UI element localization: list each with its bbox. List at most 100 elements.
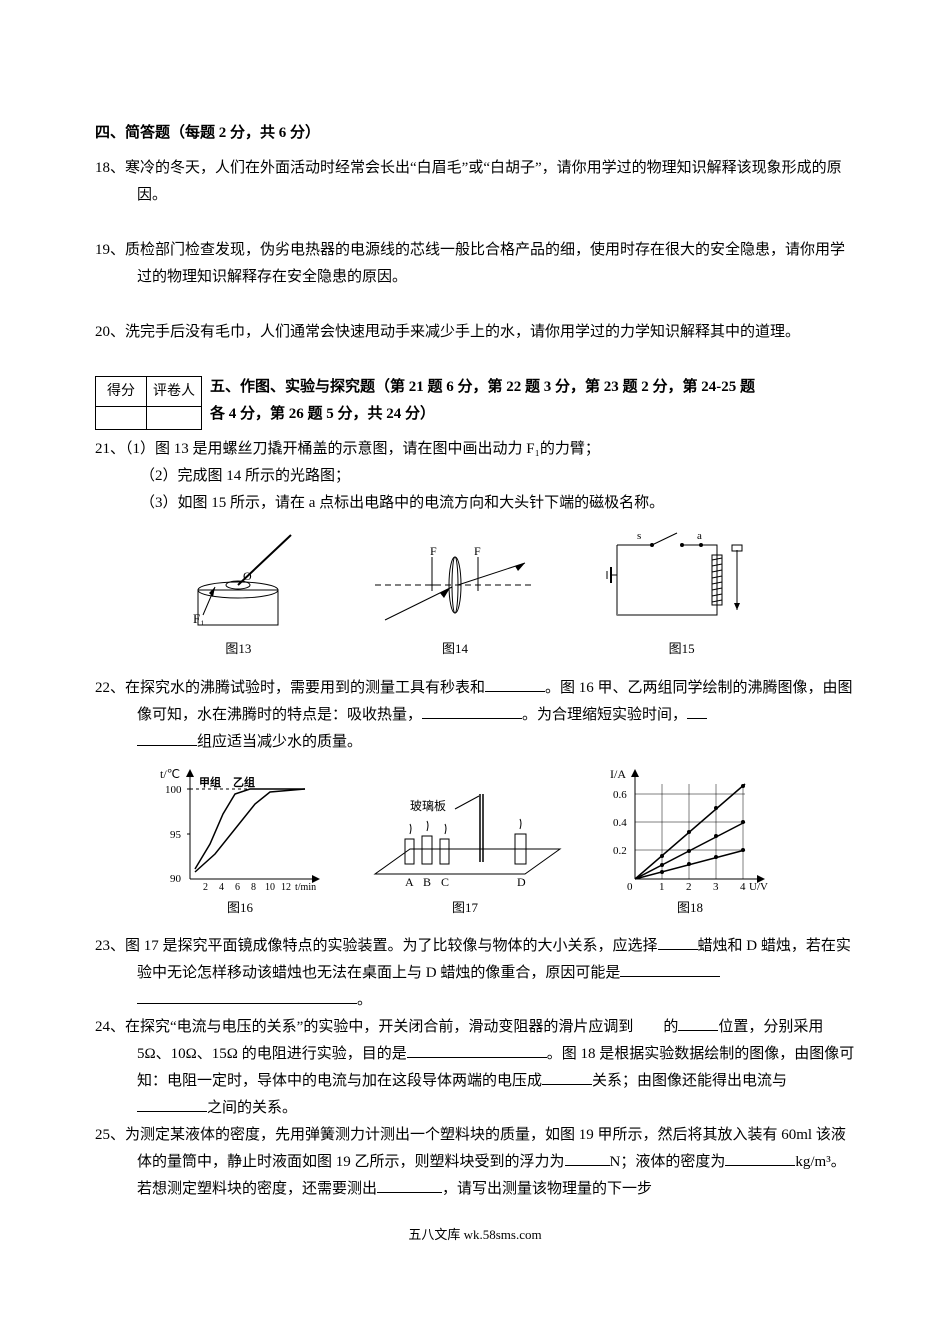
q25-t2: N；液体的密度为 (610, 1154, 726, 1170)
q22-t4: 组应适当减少水的质量。 (197, 734, 362, 750)
q24-t1b: 的 (663, 1019, 678, 1035)
q21-p2: （2）完成图 14 所示的光路图； (95, 463, 855, 490)
fig16-yt0: 100 (165, 784, 182, 796)
q21-p1: 21、（1）图 13 是用螺丝刀撬开桶盖的示意图，请在图中画出动力 F₁的力臂； (95, 436, 855, 463)
q24-t5: 之间的关系。 (207, 1100, 297, 1116)
fig16-label-left: 甲组 (199, 775, 221, 789)
blank (565, 1150, 610, 1166)
fig13-o-label: O (243, 569, 252, 583)
fig16-svg: t/℃ 100 95 90 2 4 6 8 10 12 (155, 764, 325, 894)
q22-t3: 。为合理缩短实验时间， (522, 707, 687, 723)
q22-figures: t/℃ 100 95 90 2 4 6 8 10 12 (135, 764, 795, 919)
blank (687, 703, 707, 719)
svg-text:2: 2 (203, 882, 208, 893)
q24-t1: 24、在探究“电流与电压的关系”的实验中，开关闭合前，滑动变阻器的滑片应调到 (95, 1019, 633, 1035)
fig17-glass: 玻璃板 (410, 799, 446, 813)
blank (137, 730, 197, 746)
blank (422, 703, 522, 719)
q20: 20、洗完手后没有毛巾，人们通常会快速甩动手来减少手上的水，请你用学过的力学知识… (95, 319, 855, 346)
fig18-caption: 图18 (605, 896, 775, 919)
fig15-svg: s (597, 525, 767, 635)
svg-text:0.4: 0.4 (613, 817, 627, 829)
q24-text: 24、在探究“电流与电压的关系”的实验中，开关闭合前，滑动变阻器的滑片应调到 的… (95, 1014, 855, 1122)
score-table: 得分 评卷人 (95, 376, 202, 430)
fig15-a-label: a (697, 530, 702, 542)
svg-text:12: 12 (281, 882, 291, 893)
blank (678, 1015, 718, 1031)
svg-text:C: C (441, 875, 449, 889)
score-header-left: 得分 (96, 377, 147, 407)
figure-17: 玻璃板 A B C D (365, 764, 565, 919)
figure-18: I/A 0.6 0.4 0.2 0 (605, 764, 775, 919)
fig18-svg: I/A 0.6 0.4 0.2 0 (605, 764, 775, 894)
svg-text:A: A (405, 875, 414, 889)
blank (407, 1042, 547, 1058)
svg-text:0: 0 (627, 881, 633, 893)
q24: 24、在探究“电流与电压的关系”的实验中，开关闭合前，滑动变阻器的滑片应调到 的… (95, 1014, 855, 1122)
figure-15: s (597, 525, 767, 660)
q22-text: 22、在探究水的沸腾试验时，需要用到的测量工具有秒表和。图 16 甲、乙两组同学… (95, 675, 855, 729)
svg-text:1: 1 (659, 881, 665, 893)
score-header-right: 评卷人 (147, 377, 202, 407)
section5-title-line1: 五、作图、实验与探究题（第 21 题 6 分，第 22 题 3 分，第 23 题… (95, 374, 855, 401)
fig13-f1-label: F₁ (193, 611, 205, 626)
fig13-caption: 图13 (163, 637, 313, 660)
fig14-f-left: F (430, 544, 437, 558)
q22-cont: 组应适当减少水的质量。 (95, 729, 855, 756)
blank (137, 1096, 207, 1112)
q23: 23、图 17 是探究平面镜成像特点的实验装置。为了比较像与物体的大小关系，应选… (95, 933, 855, 1014)
svg-text:4: 4 (740, 881, 746, 893)
fig17-caption: 图17 (365, 896, 565, 919)
q22: 22、在探究水的沸腾试验时，需要用到的测量工具有秒表和。图 16 甲、乙两组同学… (95, 675, 855, 919)
score-cell (96, 407, 147, 430)
fig15-s-label: s (637, 530, 641, 542)
fig16-yt1: 95 (170, 829, 182, 841)
figure-16: t/℃ 100 95 90 2 4 6 8 10 12 (155, 764, 325, 919)
fig16-yt2: 90 (170, 873, 182, 885)
figure-13: F₁ O 图13 (163, 525, 313, 660)
fig16-xunit: t/min (295, 882, 316, 893)
fig14-f-right: F (474, 544, 481, 558)
q25: 25、为测定某液体的密度，先用弹簧测力计测出一个塑料块的质量，如图 19 甲所示… (95, 1122, 855, 1203)
svg-text:10: 10 (265, 882, 275, 893)
blank (485, 676, 545, 692)
fig14-caption: 图14 (370, 637, 540, 660)
q21-p3: （3）如图 15 所示，请在 a 点标出电路中的电流方向和大头针下端的磁极名称。 (95, 490, 855, 517)
q21-figures: F₁ O 图13 F F (135, 525, 795, 660)
svg-text:3: 3 (713, 881, 719, 893)
blank (377, 1177, 442, 1193)
blank (725, 1150, 795, 1166)
fig18-xunit: U/V (749, 881, 768, 893)
svg-text:B: B (423, 875, 431, 889)
q18: 18、寒冷的冬天，人们在外面活动时经常会长出“白眉毛”或“白胡子”，请你用学过的… (95, 155, 855, 209)
fig18-ylabel: I/A (610, 767, 626, 781)
blank (542, 1069, 592, 1085)
section5-title-line2: 各 4 分，第 26 题 5 分，共 24 分） (95, 401, 855, 428)
svg-text:8: 8 (251, 882, 256, 893)
fig13-svg: F₁ O (163, 525, 313, 635)
svg-text:0.6: 0.6 (613, 789, 627, 801)
blank (620, 961, 720, 977)
svg-text:6: 6 (235, 882, 240, 893)
fig17-svg: 玻璃板 A B C D (365, 764, 565, 894)
svg-text:0.2: 0.2 (613, 845, 627, 857)
q23-cont: 。 (95, 987, 855, 1014)
q21: 21、（1）图 13 是用螺丝刀撬开桶盖的示意图，请在图中画出动力 F₁的力臂；… (95, 436, 855, 660)
svg-text:4: 4 (219, 882, 224, 893)
q22-t1: 22、在探究水的沸腾试验时，需要用到的测量工具有秒表和 (95, 680, 485, 696)
q25-t4: ，请写出测量该物理量的下一步 (442, 1181, 652, 1197)
svg-text:2: 2 (686, 881, 692, 893)
section4-title: 四、简答题（每题 2 分，共 6 分） (95, 120, 855, 147)
q19: 19、质检部门检查发现，伪劣电热器的电源线的芯线一般比合格产品的细，使用时存在很… (95, 237, 855, 291)
fig16-label-right: 乙组 (233, 775, 255, 789)
fig16-ylabel: t/℃ (160, 767, 180, 781)
fig14-svg: F F (370, 535, 540, 635)
page-footer: 五八文库 wk.58sms.com (95, 1223, 855, 1246)
q23-t1: 23、图 17 是探究平面镜成像特点的实验装置。为了比较像与物体的大小关系，应选… (95, 938, 658, 954)
figure-14: F F 图14 (370, 535, 540, 660)
blank (137, 988, 357, 1004)
q24-t4: 关系；由图像还能得出电流与 (592, 1073, 787, 1089)
fig15-caption: 图15 (597, 637, 767, 660)
svg-text:D: D (517, 875, 526, 889)
grader-cell (147, 407, 202, 430)
